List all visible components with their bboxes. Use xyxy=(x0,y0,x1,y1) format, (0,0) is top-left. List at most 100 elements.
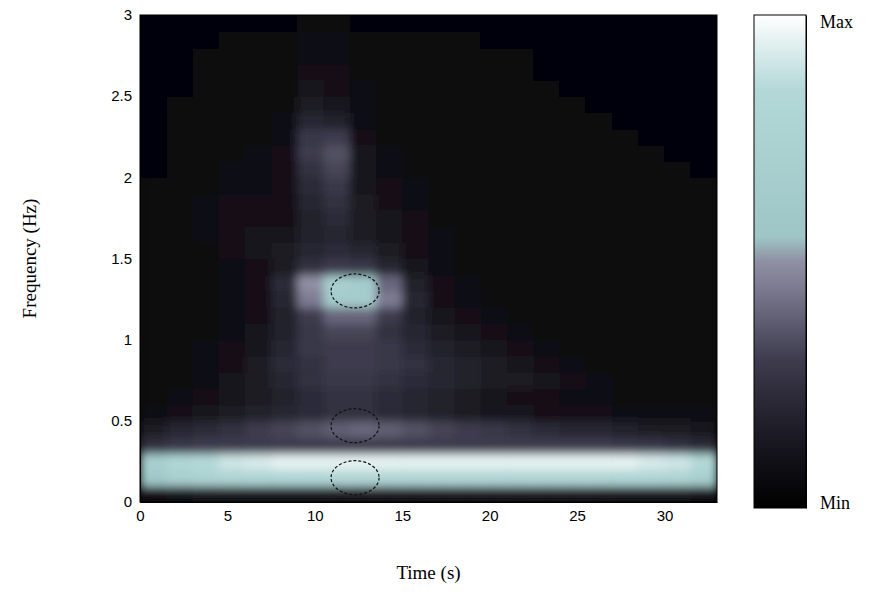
heat-cell xyxy=(376,486,403,502)
heat-cell xyxy=(586,388,613,405)
heat-cell xyxy=(245,177,272,194)
heat-cell xyxy=(455,307,482,324)
heat-cell xyxy=(665,275,692,292)
x-tick-label: 20 xyxy=(482,507,499,524)
heat-cell xyxy=(376,47,403,64)
heat-cell xyxy=(507,405,534,422)
heat-cell xyxy=(376,31,403,48)
heat-cell xyxy=(638,226,665,243)
heat-cell xyxy=(665,486,692,502)
heat-cell xyxy=(665,388,692,405)
heat-cell xyxy=(533,129,560,146)
heat-cell xyxy=(219,453,246,470)
heat-cell xyxy=(455,226,482,243)
heat-cell xyxy=(533,275,560,292)
heat-cell xyxy=(271,405,298,422)
heat-cell xyxy=(140,372,167,389)
heat-cell xyxy=(245,194,272,211)
heat-cell xyxy=(402,210,429,227)
heat-cell xyxy=(376,356,403,373)
heat-cell xyxy=(533,405,560,422)
colorbar-axis-line xyxy=(806,16,807,509)
heat-cell xyxy=(245,275,272,292)
heat-cell xyxy=(271,161,298,178)
heat-cell xyxy=(691,210,717,227)
heat-cell xyxy=(533,210,560,227)
heat-cell xyxy=(612,145,639,162)
heat-cell xyxy=(219,112,246,129)
heat-cell xyxy=(350,356,377,373)
x-axis-title: Time (s) xyxy=(396,562,460,584)
heat-cell xyxy=(376,112,403,129)
heat-cell xyxy=(638,437,665,454)
heat-cell xyxy=(481,405,508,422)
heat-cell xyxy=(586,486,613,502)
heat-cell xyxy=(192,129,219,146)
heat-cell xyxy=(245,112,272,129)
heat-cell xyxy=(402,161,429,178)
heat-cell xyxy=(140,323,167,340)
heat-cell xyxy=(612,259,639,276)
heat-cell xyxy=(192,340,219,357)
heat-cell xyxy=(455,96,482,113)
heat-cell xyxy=(691,275,717,292)
heat-cell xyxy=(665,15,692,32)
heat-cell xyxy=(166,356,193,373)
heat-cell xyxy=(219,80,246,97)
heat-cell xyxy=(691,96,717,113)
heat-cell xyxy=(586,64,613,81)
heat-cell xyxy=(507,372,534,389)
heat-cell xyxy=(533,259,560,276)
heat-cell xyxy=(612,388,639,405)
heat-cell xyxy=(429,453,456,470)
heat-cell xyxy=(219,226,246,243)
heat-cell xyxy=(192,15,219,32)
x-tick-mark xyxy=(665,497,666,502)
heat-cell xyxy=(219,340,246,357)
heat-cell xyxy=(429,96,456,113)
heat-cell xyxy=(638,177,665,194)
heat-cell xyxy=(219,307,246,324)
heat-cell xyxy=(691,421,717,438)
heat-cell xyxy=(140,291,167,308)
heat-cell xyxy=(271,177,298,194)
heat-cell xyxy=(192,210,219,227)
heat-cell xyxy=(455,437,482,454)
heat-cell xyxy=(140,356,167,373)
heat-cell xyxy=(507,194,534,211)
heat-cell xyxy=(192,291,219,308)
heat-cell xyxy=(140,242,167,259)
heat-cell xyxy=(586,80,613,97)
heat-cell xyxy=(612,210,639,227)
x-tick-label: 15 xyxy=(394,507,411,524)
heat-cell xyxy=(140,112,167,129)
heat-cell xyxy=(612,242,639,259)
heat-cell xyxy=(665,145,692,162)
heat-cell xyxy=(638,405,665,422)
heat-cell xyxy=(192,405,219,422)
heat-cell xyxy=(429,307,456,324)
heat-cell xyxy=(560,145,587,162)
heat-cell xyxy=(140,437,167,454)
x-axis-line xyxy=(141,502,718,503)
heat-cell xyxy=(455,161,482,178)
heat-cell xyxy=(192,31,219,48)
heat-cell xyxy=(297,31,324,48)
heat-cell xyxy=(402,275,429,292)
heat-cell xyxy=(507,242,534,259)
heat-cell xyxy=(245,80,272,97)
heat-cell xyxy=(507,210,534,227)
heat-cell xyxy=(350,340,377,357)
heat-cell xyxy=(376,259,403,276)
heat-cell xyxy=(192,323,219,340)
heat-cell xyxy=(350,405,377,422)
y-tick-mark xyxy=(140,177,145,178)
heat-cell xyxy=(691,242,717,259)
heat-cell xyxy=(166,177,193,194)
heat-cell xyxy=(612,161,639,178)
heat-cell xyxy=(297,210,324,227)
heat-cell xyxy=(166,388,193,405)
heat-cell xyxy=(586,47,613,64)
heat-cell xyxy=(586,453,613,470)
heat-cell xyxy=(429,242,456,259)
